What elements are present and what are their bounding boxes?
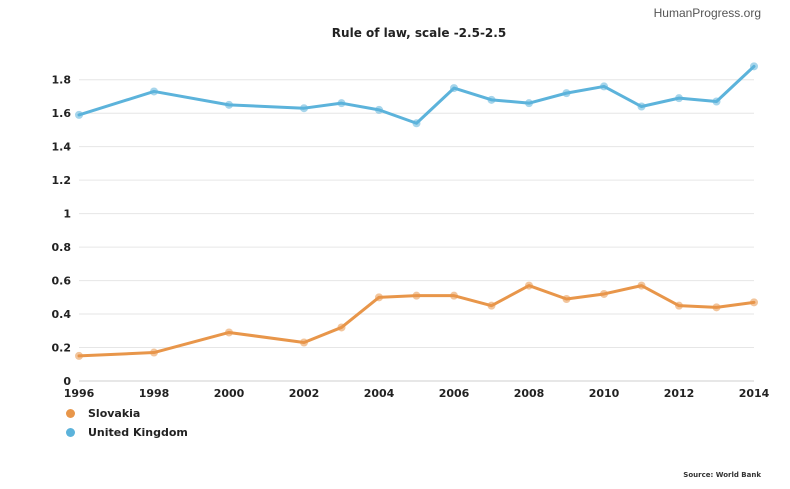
data-point-slovakia[interactable] — [75, 351, 83, 360]
data-point-united-kingdom[interactable] — [637, 102, 646, 111]
data-point-united-kingdom[interactable] — [525, 99, 533, 108]
data-point-united-kingdom[interactable] — [75, 110, 83, 119]
data-point-slovakia[interactable] — [337, 323, 346, 332]
x-tick-label: 2008 — [514, 387, 545, 400]
data-point-slovakia[interactable] — [712, 303, 721, 312]
data-point-slovakia[interactable] — [525, 281, 533, 290]
x-tick-label: 1996 — [64, 387, 95, 400]
series-line-united-kingdom — [77, 64, 756, 125]
x-tick-label: 1998 — [139, 387, 170, 400]
brand-label: HumanProgress.org — [653, 6, 761, 20]
y-tick-label: 1.2 — [52, 174, 72, 187]
data-point-slovakia[interactable] — [562, 294, 571, 303]
data-point-slovakia[interactable] — [450, 291, 458, 300]
data-point-united-kingdom[interactable] — [337, 99, 346, 108]
data-point-slovakia[interactable] — [375, 293, 383, 302]
y-tick-label: 1.8 — [52, 74, 72, 87]
data-point-united-kingdom[interactable] — [675, 94, 683, 103]
y-tick-label: 1 — [63, 208, 71, 221]
legend: Slovakia United Kingdom — [66, 404, 188, 442]
legend-swatch-slovakia — [66, 409, 75, 418]
data-point-united-kingdom[interactable] — [450, 84, 458, 93]
x-axis: 1996 1998 2000 2002 2004 2006 2008 2010 2012 2014 — [64, 387, 770, 400]
data-point-slovakia[interactable] — [637, 281, 646, 290]
data-point-united-kingdom[interactable] — [412, 119, 421, 128]
y-tick-label: 1.6 — [52, 107, 72, 120]
data-point-united-kingdom[interactable] — [600, 82, 608, 91]
y-tick-label: 0.4 — [52, 308, 72, 321]
data-point-united-kingdom[interactable] — [750, 62, 758, 71]
y-tick-label: 0.8 — [52, 241, 72, 254]
legend-label-united-kingdom: United Kingdom — [88, 426, 188, 439]
data-point-slovakia[interactable] — [600, 289, 608, 298]
data-point-united-kingdom[interactable] — [150, 87, 158, 96]
x-tick-label: 2014 — [739, 387, 770, 400]
legend-label-slovakia: Slovakia — [88, 407, 141, 420]
grid-lines — [79, 79, 754, 382]
data-point-united-kingdom[interactable] — [562, 89, 571, 98]
data-point-slovakia[interactable] — [412, 291, 421, 300]
x-tick-label: 2006 — [439, 387, 470, 400]
y-tick-label: 0.2 — [52, 342, 72, 355]
data-point-slovakia[interactable] — [487, 301, 496, 310]
x-tick-label: 2010 — [589, 387, 620, 400]
data-point-slovakia[interactable] — [675, 301, 683, 310]
x-tick-label: 2012 — [664, 387, 695, 400]
y-tick-label: 0 — [63, 375, 71, 388]
source-note: Source: World Bank — [683, 471, 761, 479]
data-point-slovakia[interactable] — [150, 348, 158, 357]
data-point-slovakia[interactable] — [750, 298, 758, 307]
series-group — [75, 62, 758, 360]
x-tick-label: 2000 — [214, 387, 245, 400]
y-tick-label: 1.4 — [52, 141, 72, 154]
x-tick-label: 2004 — [364, 387, 395, 400]
series-line-slovakia — [77, 284, 756, 358]
chart-title: Rule of law, scale -2.5-2.5 — [332, 26, 506, 40]
x-tick-label: 2002 — [289, 387, 320, 400]
data-point-slovakia[interactable] — [225, 328, 233, 337]
y-axis: 0 0.2 0.4 0.6 0.8 1 1.2 1.4 1.6 1.8 — [52, 74, 72, 388]
data-point-united-kingdom[interactable] — [225, 100, 233, 109]
data-point-united-kingdom[interactable] — [712, 97, 721, 106]
legend-item-slovakia[interactable]: Slovakia — [66, 404, 188, 423]
data-point-united-kingdom[interactable] — [300, 104, 308, 113]
data-point-slovakia[interactable] — [300, 338, 308, 347]
data-point-united-kingdom[interactable] — [487, 95, 496, 104]
y-tick-label: 0.6 — [52, 275, 72, 288]
legend-swatch-united-kingdom — [66, 428, 75, 437]
data-point-united-kingdom[interactable] — [375, 105, 383, 114]
legend-item-united-kingdom[interactable]: United Kingdom — [66, 423, 188, 442]
